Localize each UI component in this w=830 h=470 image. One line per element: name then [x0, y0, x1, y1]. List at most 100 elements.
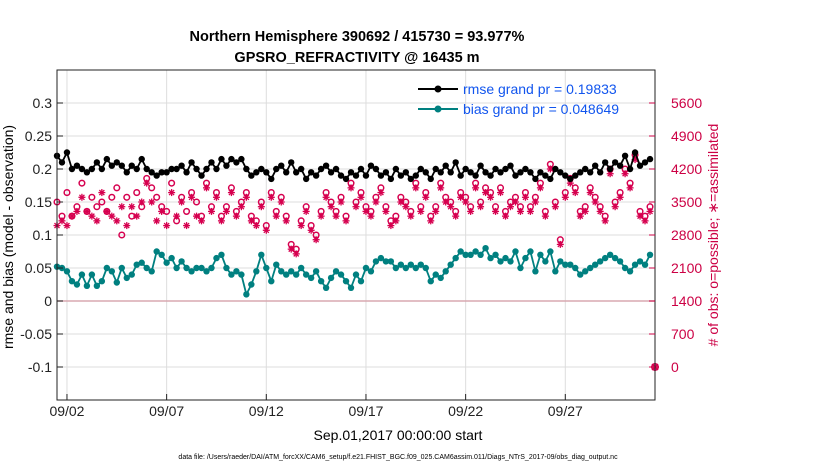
rmse-point	[562, 172, 569, 179]
bias-point	[68, 278, 76, 285]
bias-point	[123, 274, 130, 282]
obs-assimilated-point	[163, 222, 171, 230]
obs-assimilated-point	[571, 189, 579, 197]
y-tick-label: 0	[44, 293, 52, 309]
obs-assimilated-point	[337, 198, 345, 206]
rmse-point	[118, 162, 125, 169]
rmse-point	[332, 165, 340, 173]
bias-point	[193, 264, 200, 272]
bias-point	[502, 254, 509, 262]
obs-assimilated-point	[232, 212, 240, 220]
obs-assimilated-point	[312, 236, 320, 244]
rmse-point	[492, 165, 499, 173]
rmse-point	[641, 159, 649, 166]
bias-point	[382, 258, 390, 265]
rmse-point	[487, 172, 494, 179]
rmse-point	[596, 169, 604, 176]
obs-assimilated-point	[621, 170, 629, 178]
rmse-point	[477, 162, 484, 169]
rmse-point	[567, 175, 574, 183]
bias-point	[337, 271, 345, 278]
rmse-point	[203, 165, 210, 173]
rmse-point	[223, 162, 230, 169]
series-line-layer	[53, 149, 654, 298]
bias-point	[552, 268, 559, 275]
rmse-point	[268, 175, 275, 183]
y2-tick-label: 2800	[671, 227, 702, 243]
bias-point	[397, 261, 405, 268]
rmse-point	[73, 162, 81, 169]
obs-assimilated-point	[138, 198, 146, 206]
rmse-point	[238, 155, 245, 163]
rmse-point	[168, 165, 175, 173]
bias-point	[208, 264, 215, 272]
rmse-point	[402, 169, 410, 176]
bias-point	[517, 264, 524, 272]
y-tick-label: 0.15	[25, 194, 52, 210]
rmse-point	[611, 159, 619, 166]
rmse-point	[278, 162, 285, 169]
y2-tick-label: 4900	[671, 128, 702, 144]
rmse-point	[636, 162, 644, 169]
bias-point	[153, 248, 160, 255]
rmse-point	[347, 169, 355, 176]
bias-point	[407, 261, 415, 268]
y2-tick-label: 5600	[671, 95, 702, 111]
rmse-point	[631, 149, 639, 156]
bias-point	[572, 264, 579, 272]
bias-point	[218, 251, 225, 258]
obs-assimilated-point	[531, 198, 539, 206]
rmse-point	[517, 169, 524, 176]
obs-assimilated-point	[267, 193, 275, 201]
obs-assimilated-point	[257, 203, 265, 211]
rmse-point	[432, 165, 439, 173]
bias-point	[223, 264, 230, 272]
obs-assimilated-point	[387, 222, 395, 230]
bias-point	[631, 261, 639, 268]
rmse-point	[357, 165, 365, 173]
legend-bias-marker	[434, 105, 442, 113]
rmse-point	[507, 162, 514, 169]
bias-point	[178, 258, 185, 265]
obs-assimilated-point	[606, 170, 614, 178]
x-tick-label: 09/27	[548, 403, 583, 419]
obs-assimilated-point	[437, 184, 445, 192]
bias-point	[347, 284, 355, 291]
bias-point	[492, 251, 499, 258]
obs-assimilated-point	[222, 207, 230, 215]
obs-assimilated-point	[646, 207, 654, 215]
obs-assimilated-point	[277, 198, 285, 206]
rmse-point	[621, 152, 629, 159]
x-tick-label: 09/17	[348, 403, 383, 419]
bias-point	[253, 268, 260, 275]
rmse-point	[293, 169, 300, 176]
bias-point	[596, 258, 604, 265]
rmse-point	[63, 149, 71, 156]
obs-assimilated-point	[467, 207, 475, 215]
obs-assimilated-point	[452, 212, 460, 220]
obs-assimilated-point	[148, 198, 156, 206]
obs-possible-point	[118, 231, 126, 239]
obs-assimilated-point	[462, 198, 470, 206]
obs-assimilated-point	[596, 207, 604, 215]
bias-point	[452, 254, 459, 262]
bias-point	[601, 254, 609, 262]
bias-point	[621, 264, 629, 272]
rmse-point	[482, 169, 489, 176]
rmse-point	[387, 175, 395, 183]
bias-point	[293, 271, 300, 278]
bias-point	[467, 251, 474, 258]
obs-assimilated-point	[58, 217, 66, 225]
rmse-point	[502, 165, 509, 173]
obs-assimilated-point	[556, 240, 564, 248]
obs-assimilated-point	[402, 203, 410, 211]
rmse-point	[218, 155, 225, 163]
bias-point	[228, 271, 235, 278]
bias-point	[417, 261, 424, 268]
rmse-point	[606, 165, 614, 173]
obs-assimilated-point	[616, 193, 624, 201]
rmse-point	[442, 162, 449, 169]
bias-point	[562, 261, 569, 268]
bias-point	[472, 248, 479, 255]
